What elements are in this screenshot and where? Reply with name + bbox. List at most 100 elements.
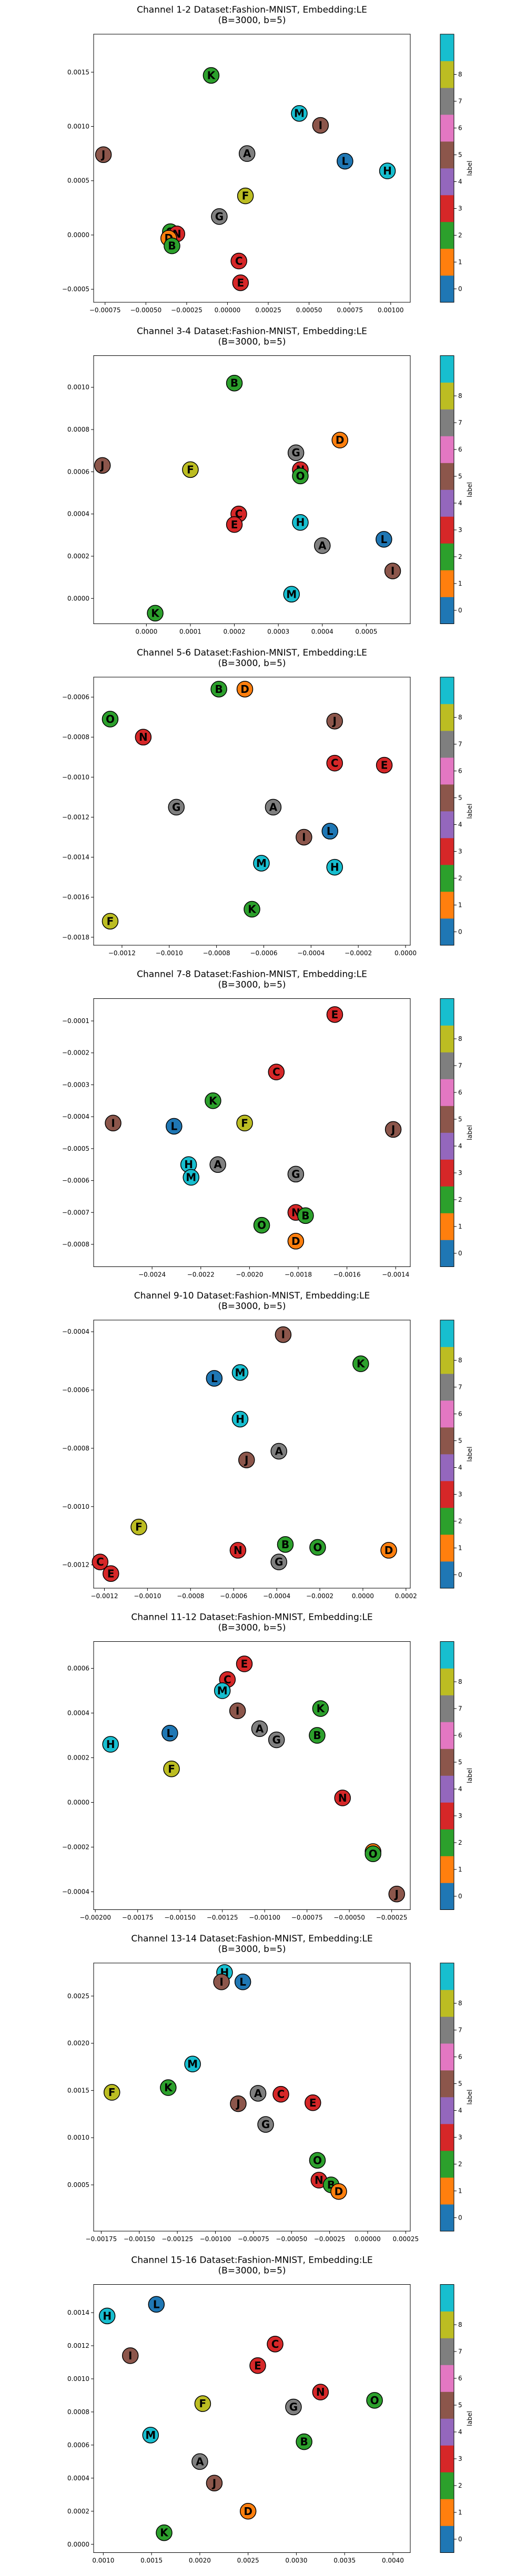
x-tick-label: −0.00025 [171,306,203,314]
data-point-marker [209,1156,226,1173]
data-point: D [331,432,348,448]
colorbar-tick-label: 4 [458,1142,462,1150]
x-tick-label: −0.0024 [138,1271,166,1279]
data-point-label: O [106,713,115,725]
colorbar-segment [440,1856,454,1883]
data-point: D [287,1233,305,1250]
x-tick-label: 0.0004 [311,628,333,636]
y-tick-label: 0.0000 [67,595,89,602]
data-point: B [309,1727,326,1744]
x-tick-label: 0.0001 [179,628,201,636]
data-point-label: C [272,1066,280,1078]
x-tick-label: 0.00025 [393,2235,419,2243]
data-point-label: B [230,377,238,390]
data-point-label: G [291,446,300,459]
data-point-label: A [196,2455,204,2468]
data-point: K [205,1092,221,1109]
data-point-label: M [145,2429,156,2441]
data-point: O [253,1217,270,1234]
colorbar-tick-label: 8 [458,392,462,400]
data-point: O [309,2152,326,2169]
chart-subtitle: (B=3000, b=5) [218,337,286,347]
colorbar-tick-label: 3 [458,848,462,855]
x-tick-label: −0.0016 [333,1271,361,1279]
data-point: C [326,754,343,772]
x-tick-label: −0.0008 [177,1592,204,1600]
data-point: G [268,1731,285,1749]
colorbar-segment [440,249,454,276]
data-point-marker [163,1761,180,1777]
data-point: J [388,1886,405,1903]
chart-subtitle: (B=3000, b=5) [218,15,286,26]
y-tick-label: 0.0025 [67,1992,89,2000]
data-point: G [287,444,305,461]
colorbar-segment [440,1481,454,1508]
colorbar-tick-label: 7 [458,98,462,105]
data-point-label: H [106,1738,115,1751]
y-tick-label: 0.0010 [67,2134,89,2141]
chart-title: Channel 9-10 Dataset:Fashion-MNIST, Embe… [134,1291,370,1301]
colorbar-tick-label: 2 [458,2161,462,2168]
colorbar-segment [440,1535,454,1562]
data-point: N [135,729,152,745]
data-point: C [268,1064,285,1080]
colorbar-tick-label: 8 [458,1357,462,1364]
colorbar-segment [440,2017,454,2044]
data-point-label: I [319,119,322,131]
colorbar-tick-label: 6 [458,1089,462,1096]
plot-area [93,677,411,946]
data-point-marker [213,1974,230,1990]
y-tick-label: 0.0014 [67,2309,89,2316]
data-point: E [236,1655,253,1672]
colorbar-tick-label: 3 [458,2134,462,2141]
colorbar-segment [440,1347,454,1374]
colorbar-tick-label: 5 [458,1759,462,1766]
data-point: B [226,374,243,392]
data-point: L [161,1725,178,1742]
colorbar-label: label [466,1768,473,1783]
colorbar-tick-label: 0 [458,607,462,614]
data-point: M [291,105,308,122]
colorbar-tick-label: 1 [458,902,462,909]
colorbar-segment [440,2526,454,2553]
x-tick-label: 0.0040 [382,2557,404,2564]
colorbar-segment [440,1106,454,1133]
data-point-label: L [166,1727,173,1740]
y-tick-label: 0.0002 [67,553,89,560]
data-point: B [210,681,227,698]
chart-panel-3: Channel 5-6 Dataset:Fashion-MNIST, Embed… [62,648,473,957]
data-point: C [272,2086,289,2103]
data-point: M [183,1169,199,1186]
data-point-label: J [394,1888,399,1900]
data-point-label: A [254,2087,262,2100]
data-point-label: N [139,731,148,743]
data-point-marker [292,514,309,531]
x-tick-label: −0.00125 [207,1914,238,1921]
data-point-label: G [291,1168,300,1180]
data-point: L [234,1974,251,1990]
data-point: D [380,1542,397,1559]
data-point: L [148,2296,165,2313]
data-point: K [156,2524,173,2541]
data-point-marker [210,681,227,698]
data-point-marker [103,1565,119,1582]
x-tick-label: −0.00150 [124,2235,155,2243]
x-tick-label: −0.00050 [130,306,161,314]
data-point-marker [257,2116,274,2133]
x-tick-label: −0.00100 [200,2235,231,2243]
y-tick-label: −0.0004 [62,1888,89,1896]
data-point: E [232,274,249,291]
x-tick-label: 0.0035 [333,2557,356,2564]
colorbar-segment [440,141,454,169]
y-tick-label: −0.0012 [62,1561,89,1569]
colorbar-segment [440,195,454,222]
colorbar: 0 1 2 3 4 5 6 7 8 label [440,2284,473,2553]
chart-panel-4: Channel 7-8 Dataset:Fashion-MNIST, Embed… [62,969,473,1279]
data-point-marker [249,2357,266,2374]
data-point-marker [182,461,199,478]
x-tick-label: −0.0002 [306,1592,333,1600]
data-point-label: I [302,831,306,843]
data-point: F [182,461,199,478]
data-point-marker [102,711,119,728]
colorbar-label: label [466,160,473,176]
